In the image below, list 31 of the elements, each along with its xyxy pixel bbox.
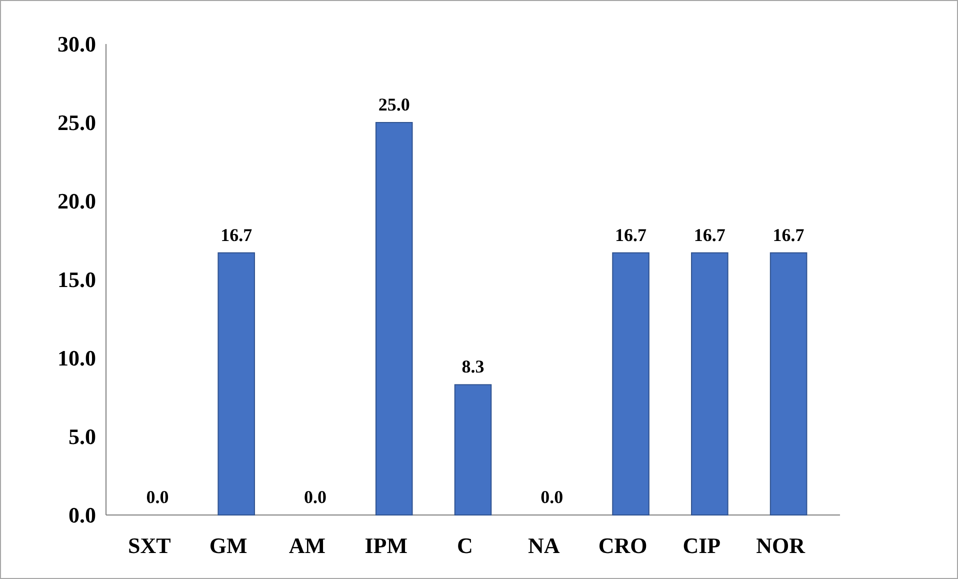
- x-tick-label: NOR: [756, 533, 806, 558]
- data-label: 0.0: [540, 487, 564, 507]
- data-label: 16.7: [220, 224, 252, 245]
- y-tick-label: 15.0: [58, 267, 96, 292]
- bar: [612, 252, 650, 516]
- bar: [454, 384, 492, 516]
- y-tick-label: 0.0: [68, 502, 96, 528]
- bar: [770, 252, 808, 516]
- y-tick-label: 30.0: [58, 32, 96, 57]
- x-tick-label: NA: [528, 533, 560, 558]
- y-tick-label: 20.0: [58, 188, 96, 214]
- x-tick-label: CRO: [598, 533, 648, 558]
- data-label: 0.0: [146, 487, 169, 507]
- data-label: 16.7: [772, 224, 804, 245]
- x-tick-label: SXT: [128, 533, 172, 558]
- y-tick-label: 25.0: [58, 110, 96, 136]
- bar: [375, 122, 413, 516]
- data-label: 16.7: [615, 224, 647, 245]
- y-tick-label: 5.0: [68, 424, 96, 450]
- x-tick-label: C: [457, 533, 473, 558]
- data-label: 16.7: [694, 224, 726, 245]
- x-tick-label: GM: [209, 533, 248, 558]
- bar: [218, 252, 255, 516]
- y-tick-label: 10.0: [58, 346, 96, 371]
- data-label: 25.0: [378, 94, 410, 114]
- x-tick-label: CIP: [682, 533, 721, 558]
- x-tick-label: IPM: [364, 533, 408, 558]
- bar: [691, 252, 728, 516]
- data-label: 0.0: [304, 487, 326, 507]
- data-label: 8.3: [462, 356, 484, 377]
- x-tick-label: AM: [288, 533, 326, 558]
